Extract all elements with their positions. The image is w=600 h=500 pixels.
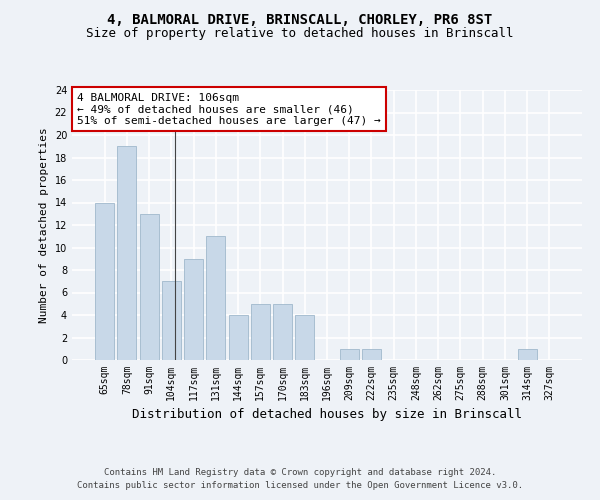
- Text: Contains public sector information licensed under the Open Government Licence v3: Contains public sector information licen…: [77, 482, 523, 490]
- Bar: [140, 214, 158, 360]
- Text: Size of property relative to detached houses in Brinscall: Size of property relative to detached ho…: [86, 28, 514, 40]
- Bar: [118, 146, 136, 360]
- Bar: [184, 259, 203, 360]
- Bar: [273, 304, 292, 360]
- Bar: [340, 349, 359, 360]
- Bar: [206, 236, 225, 360]
- Text: 4, BALMORAL DRIVE, BRINSCALL, CHORLEY, PR6 8ST: 4, BALMORAL DRIVE, BRINSCALL, CHORLEY, P…: [107, 12, 493, 26]
- Bar: [251, 304, 270, 360]
- Y-axis label: Number of detached properties: Number of detached properties: [39, 127, 49, 323]
- Bar: [95, 202, 114, 360]
- Bar: [162, 281, 181, 360]
- Bar: [229, 315, 248, 360]
- Bar: [295, 315, 314, 360]
- Text: Contains HM Land Registry data © Crown copyright and database right 2024.: Contains HM Land Registry data © Crown c…: [104, 468, 496, 477]
- X-axis label: Distribution of detached houses by size in Brinscall: Distribution of detached houses by size …: [132, 408, 522, 422]
- Text: 4 BALMORAL DRIVE: 106sqm
← 49% of detached houses are smaller (46)
51% of semi-d: 4 BALMORAL DRIVE: 106sqm ← 49% of detach…: [77, 92, 381, 126]
- Bar: [518, 349, 536, 360]
- Bar: [362, 349, 381, 360]
